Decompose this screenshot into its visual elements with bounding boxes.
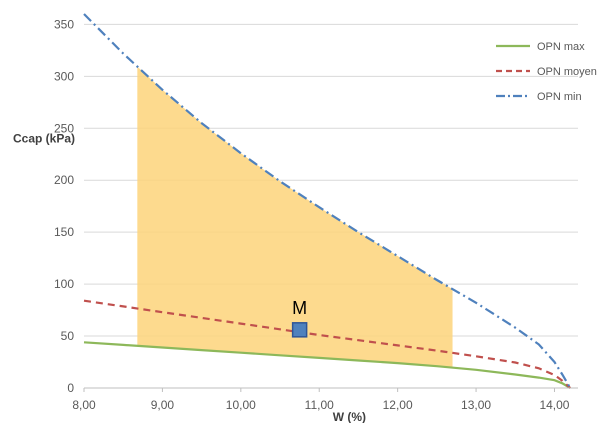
y-tick-label: 350 [54, 17, 74, 31]
series-line-opn-min [83, 13, 572, 389]
x-tick-label: 12,00 [383, 398, 413, 412]
y-tick-label: 0 [67, 381, 74, 395]
x-tick-label: 10,00 [226, 398, 256, 412]
series-lines [83, 13, 572, 389]
x-tick-label: 11,00 [305, 398, 334, 412]
point-marker [291, 322, 308, 338]
x-tick-label: 8,00 [72, 398, 96, 412]
legend-label: OPN max [537, 41, 585, 53]
shaded-region [137, 66, 453, 368]
annotations: M [291, 298, 308, 338]
y-tick-label: 250 [54, 121, 74, 135]
y-tick-label: 200 [54, 173, 74, 187]
legend-label: OPN min [537, 91, 582, 103]
x-tick-label: 9,00 [151, 398, 175, 412]
x-axis-title: W (%) [333, 410, 366, 423]
point-label: M [292, 298, 307, 318]
feasible-region [137, 66, 453, 368]
series-line-opn-moyen [83, 299, 571, 389]
x-tick-label: 13,00 [461, 398, 491, 412]
y-axis-title: Ccap (kPa) [13, 131, 75, 145]
y-tick-label: 300 [54, 69, 74, 83]
legend: OPN max OPN moyen OPN min [496, 41, 597, 103]
x-tick-label: 14,00 [539, 398, 569, 412]
axes: 0 50 100 150 200 250 300 350 8,00 9,00 10,00 11,00 1… [13, 17, 578, 424]
series-line-opn-max [83, 341, 571, 389]
legend-label: OPN moyen [537, 66, 597, 78]
y-tick-label: 150 [54, 225, 74, 239]
y-tick-label: 50 [61, 329, 75, 343]
y-tick-label: 100 [54, 277, 74, 291]
